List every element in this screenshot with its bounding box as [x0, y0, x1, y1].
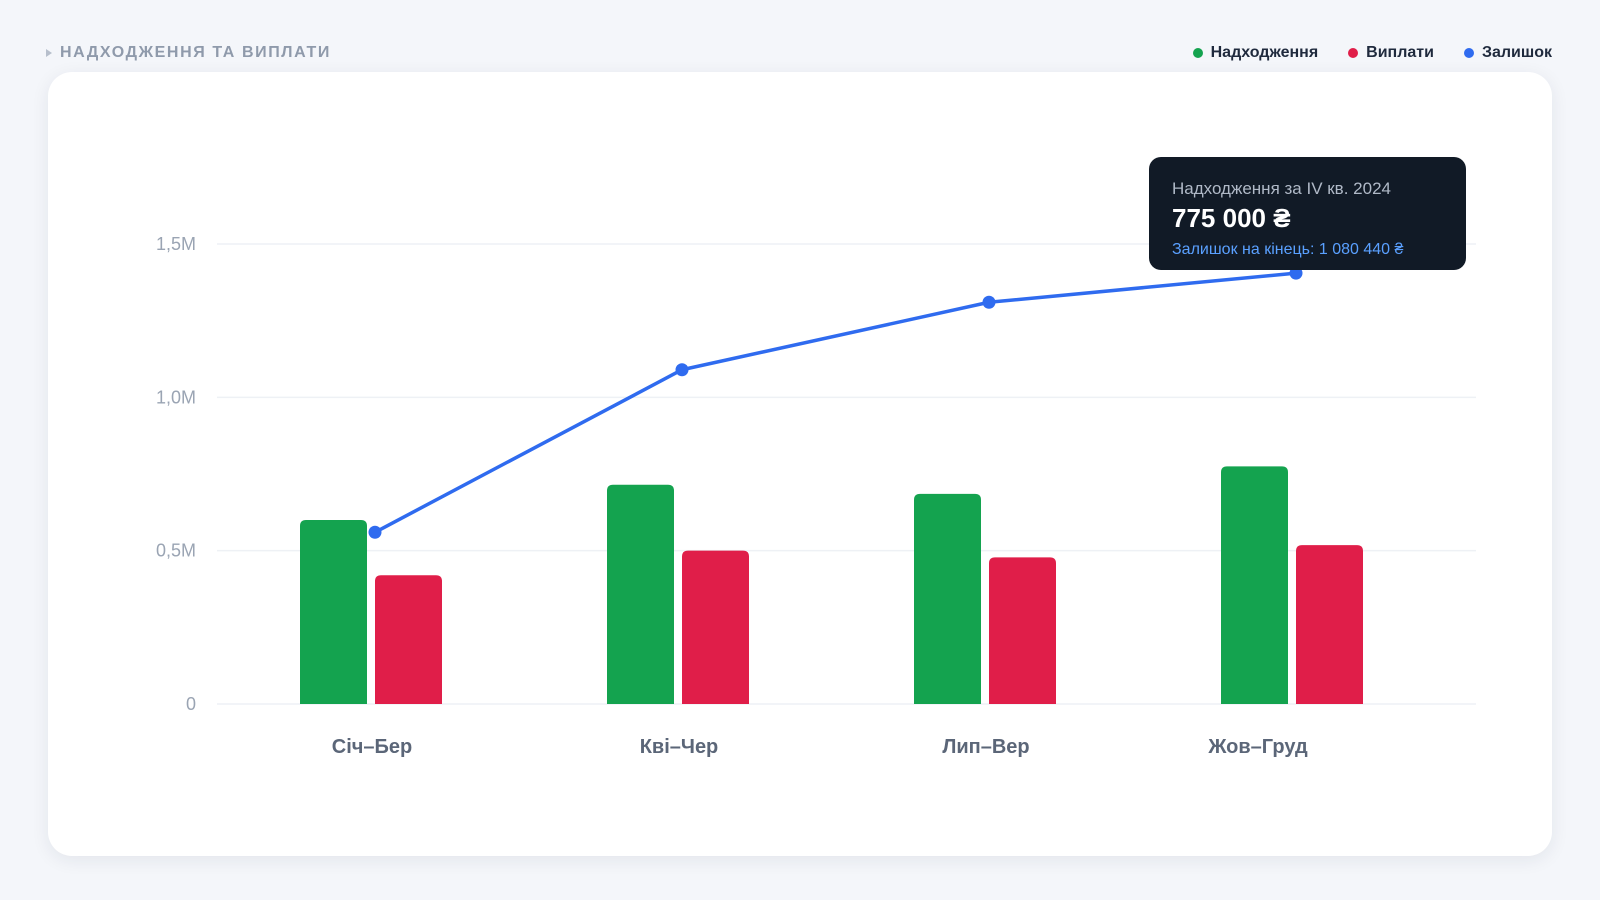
- legend-item-balance[interactable]: Залишок: [1463, 44, 1552, 62]
- y-tick-label: 0: [186, 694, 196, 714]
- balance-line-path: [373, 271, 1298, 535]
- y-tick-label: 1,0M: [156, 387, 196, 407]
- x-tick-label: Жов–Груд: [1207, 736, 1308, 758]
- x-axis-ticks: Січ–Бер Кві–Чер Лип–Вер Жов–Груд: [332, 736, 1308, 758]
- bar-inflows: [300, 520, 367, 704]
- legend-dot-icon: [1348, 48, 1359, 58]
- balance-point: [675, 363, 689, 377]
- caret-right-icon[interactable]: [46, 49, 52, 57]
- tooltip-value: 775 000 ₴: [1172, 203, 1291, 233]
- x-tick-label: Січ–Бер: [332, 736, 412, 758]
- tooltip-balance: Залишок на кінець: 1 080 440 ₴: [1172, 241, 1404, 258]
- bar-payments: [682, 550, 749, 704]
- tooltip-title: Надходження за IV кв. 2024: [1172, 179, 1391, 198]
- legend-item-payments[interactable]: Виплати: [1348, 44, 1434, 62]
- chart-tooltip: Надходження за IV кв. 2024 775 000 ₴ Зал…: [1149, 157, 1466, 270]
- bar-inflows: [914, 493, 981, 704]
- legend-label: Залишок: [1481, 44, 1552, 61]
- legend-label: Надходження: [1210, 44, 1319, 61]
- balance-point: [368, 525, 382, 539]
- chart-legend: Надходження Виплати Залишок: [1192, 44, 1552, 62]
- bar-payments: [1296, 545, 1363, 704]
- bar-payments: [375, 575, 442, 704]
- x-tick-label: Лип–Вер: [942, 736, 1029, 758]
- bars: [300, 466, 1363, 704]
- legend-dot-icon: [1463, 48, 1474, 58]
- legend-dot-icon: [1192, 48, 1203, 58]
- balance-line: [368, 266, 1303, 539]
- bar-inflows: [1221, 466, 1288, 704]
- x-tick-label: Кві–Чер: [640, 736, 719, 758]
- y-axis-ticks: 0 0,5M 1,0M 1,5M: [156, 234, 196, 714]
- y-tick-label: 0,5M: [156, 541, 196, 561]
- bar-inflows: [607, 484, 674, 704]
- legend-item-inflows[interactable]: Надходження: [1192, 44, 1319, 62]
- bar-payments: [989, 557, 1056, 704]
- balance-point: [982, 295, 996, 309]
- legend-label: Виплати: [1366, 44, 1434, 61]
- section-header: НАДХОДЖЕННЯ ТА ВИПЛАТИ: [46, 44, 331, 62]
- y-tick-label: 1,5M: [156, 234, 196, 254]
- section-title: НАДХОДЖЕННЯ ТА ВИПЛАТИ: [60, 44, 331, 61]
